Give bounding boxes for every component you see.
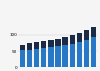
Bar <box>84 30 89 40</box>
Bar <box>48 47 54 67</box>
Bar <box>34 49 39 67</box>
Bar <box>77 42 82 67</box>
Bar <box>84 40 89 67</box>
Bar <box>70 44 75 67</box>
Bar <box>91 37 96 67</box>
Bar <box>62 45 68 67</box>
Bar <box>55 39 61 46</box>
Bar <box>27 49 32 67</box>
Bar <box>62 37 68 45</box>
Bar <box>41 48 46 67</box>
Bar <box>70 35 75 44</box>
Bar <box>77 33 82 42</box>
Bar <box>91 27 96 37</box>
Bar <box>55 46 61 67</box>
Bar <box>48 40 54 47</box>
Bar <box>27 43 32 49</box>
Bar <box>20 45 25 50</box>
Bar <box>20 50 25 67</box>
Bar <box>34 42 39 49</box>
Bar <box>41 41 46 48</box>
